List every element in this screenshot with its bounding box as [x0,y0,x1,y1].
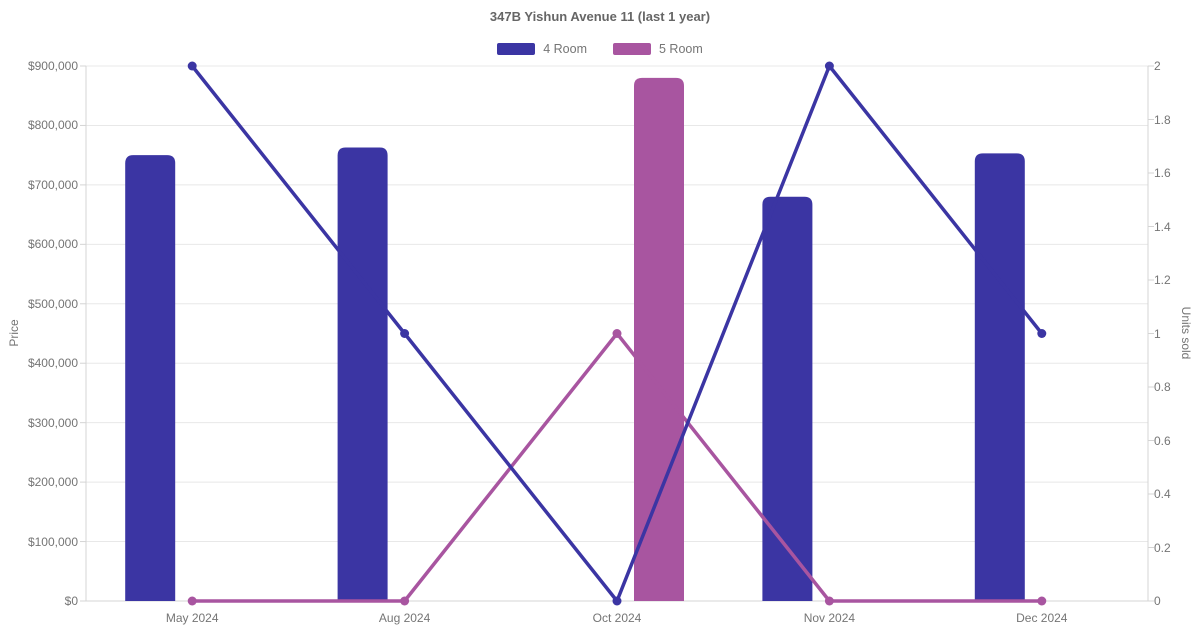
legend-swatch-icon [497,43,536,55]
point-4-room-oct-2024 [612,596,622,606]
price-tick-label: $200,000 [27,475,78,490]
price-tick-label: $600,000 [27,237,78,252]
bar-4-room-aug-2024 [337,147,388,601]
month-tick-label: Nov 2024 [803,611,856,625]
units-sold-tick-label: 0 [1154,594,1161,608]
units-sold-tick-label: 0.8 [1154,380,1171,394]
bar-4-room-nov-2024 [762,196,813,601]
legend: 4 Room 5 Room [0,42,1200,56]
point-4-room-nov-2024 [824,61,834,71]
point-5-room-nov-2024 [824,596,834,606]
units-sold-tick-label: 1.2 [1154,273,1171,287]
month-tick-label: May 2024 [165,611,219,625]
point-4-room-may-2024 [187,61,197,71]
price-tick-label: $0 [64,594,78,608]
units-sold-tick-label: 1.8 [1154,112,1171,127]
price-tick-label: $800,000 [27,118,78,133]
price-tick-label: $900,000 [27,59,78,73]
legend-item-4-room[interactable]: 4 Room [497,42,587,56]
price-tick-label: $400,000 [27,356,78,371]
legend-swatch-icon [613,43,651,55]
point-5-room-aug-2024 [400,596,410,606]
legend-item-5-room[interactable]: 5 Room [613,42,703,56]
units-sold-tick-label: 0.2 [1154,540,1171,555]
price-tick-label: $700,000 [27,177,78,192]
units-sold-tick-label: 1.6 [1154,166,1171,180]
price-tick-label: $300,000 [27,415,78,430]
units-sold-tick-label: 1 [1154,326,1161,341]
units-sold-tick-label: 2 [1154,59,1161,73]
bar-5-room-oct-2024 [634,77,684,601]
chart-title: 347B Yishun Avenue 11 (last 1 year) [489,9,711,24]
legend-label: 4 Room [543,42,587,56]
units-sold-tick-label: 1.4 [1154,219,1171,234]
bar-4-room-may-2024 [125,155,176,601]
point-5-room-dec-2024 [1037,596,1047,606]
price-tick-label: $100,000 [27,534,78,549]
bar-4-room-dec-2024 [974,153,1025,601]
point-5-room-oct-2024 [612,329,622,338]
point-4-room-aug-2024 [400,329,410,338]
point-5-room-may-2024 [187,596,197,606]
price-tick-label: $500,000 [27,296,78,311]
legend-label: 5 Room [659,42,703,56]
units-sold-tick-label: 0.4 [1154,487,1171,501]
line-5-room [190,331,1044,603]
month-tick-label: Dec 2024 [1016,611,1068,625]
units-sold-tick-label: 0.6 [1154,433,1171,448]
month-tick-label: Aug 2024 [378,611,431,625]
point-4-room-dec-2024 [1037,329,1047,338]
month-tick-label: Oct 2024 [592,611,642,625]
